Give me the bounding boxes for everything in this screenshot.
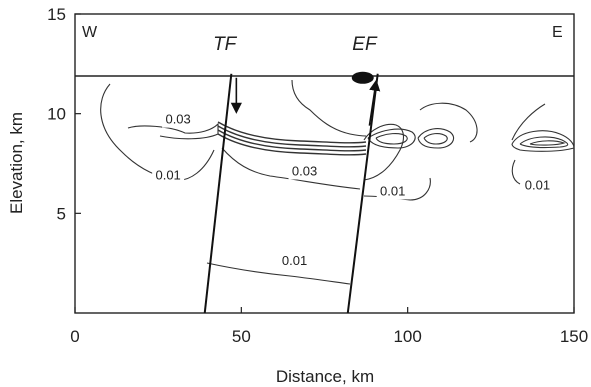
black-blob-marker	[351, 71, 374, 84]
west-label: W	[82, 24, 98, 41]
x-axis-title: Distance, km	[276, 367, 374, 386]
x-tick-label: 150	[560, 327, 588, 346]
contour-label-bg	[162, 112, 195, 128]
contour-low-001	[206, 262, 351, 285]
y-tick-label: 10	[47, 105, 66, 124]
contour-far-right-1	[511, 130, 575, 152]
contour-right-loop-1	[367, 128, 416, 149]
contour-mid-003	[221, 147, 361, 190]
contour-label: 0.01	[155, 167, 180, 182]
y-tick-label: 5	[57, 204, 66, 223]
contour-right-loop-2	[375, 133, 408, 145]
flow-arrow	[368, 79, 381, 126]
contour-far-right-2	[519, 136, 569, 149]
contour-band-4	[217, 133, 367, 156]
contour-label-bg	[521, 178, 554, 194]
fault-label-ef: EF	[352, 34, 378, 55]
contour-band-1	[217, 121, 367, 144]
x-tick-label: 50	[232, 327, 251, 346]
plot-frame	[74, 13, 575, 314]
fault-line-tf	[203, 73, 233, 314]
x-tick-label: 100	[393, 327, 421, 346]
contour-label-bg	[152, 168, 185, 184]
contour-label-bg	[278, 254, 311, 270]
contour-label: 0.01	[525, 177, 550, 192]
fault-line-ef	[346, 73, 379, 314]
contour-right-loop-5	[419, 102, 478, 143]
contour-label-bg	[376, 184, 409, 200]
contour-label: 0.01	[380, 183, 405, 198]
contour-left-003	[127, 122, 219, 140]
contour-left-001	[100, 83, 215, 181]
contour-far-right-3	[529, 140, 566, 146]
contour-label: 0.03	[165, 112, 190, 127]
fault-label-tf: TF	[213, 34, 238, 55]
contour-label: 0.01	[282, 253, 307, 268]
contour-far-right-001b	[511, 103, 546, 141]
contour-right-loop-3	[417, 128, 455, 149]
y-tick-label: 15	[47, 5, 66, 24]
contour-far-right-001	[511, 159, 521, 185]
contour-band-2	[217, 125, 367, 148]
contour-band-3	[217, 129, 367, 152]
x-tick-label: 0	[70, 327, 79, 346]
contour-label-bg	[288, 164, 321, 180]
contour-mid-001-upper	[291, 79, 367, 137]
east-label: E	[552, 24, 563, 41]
y-axis-title: Elevation, km	[7, 112, 26, 214]
contour-label: 0.03	[292, 163, 317, 178]
contour-right-loop-4	[423, 133, 448, 145]
